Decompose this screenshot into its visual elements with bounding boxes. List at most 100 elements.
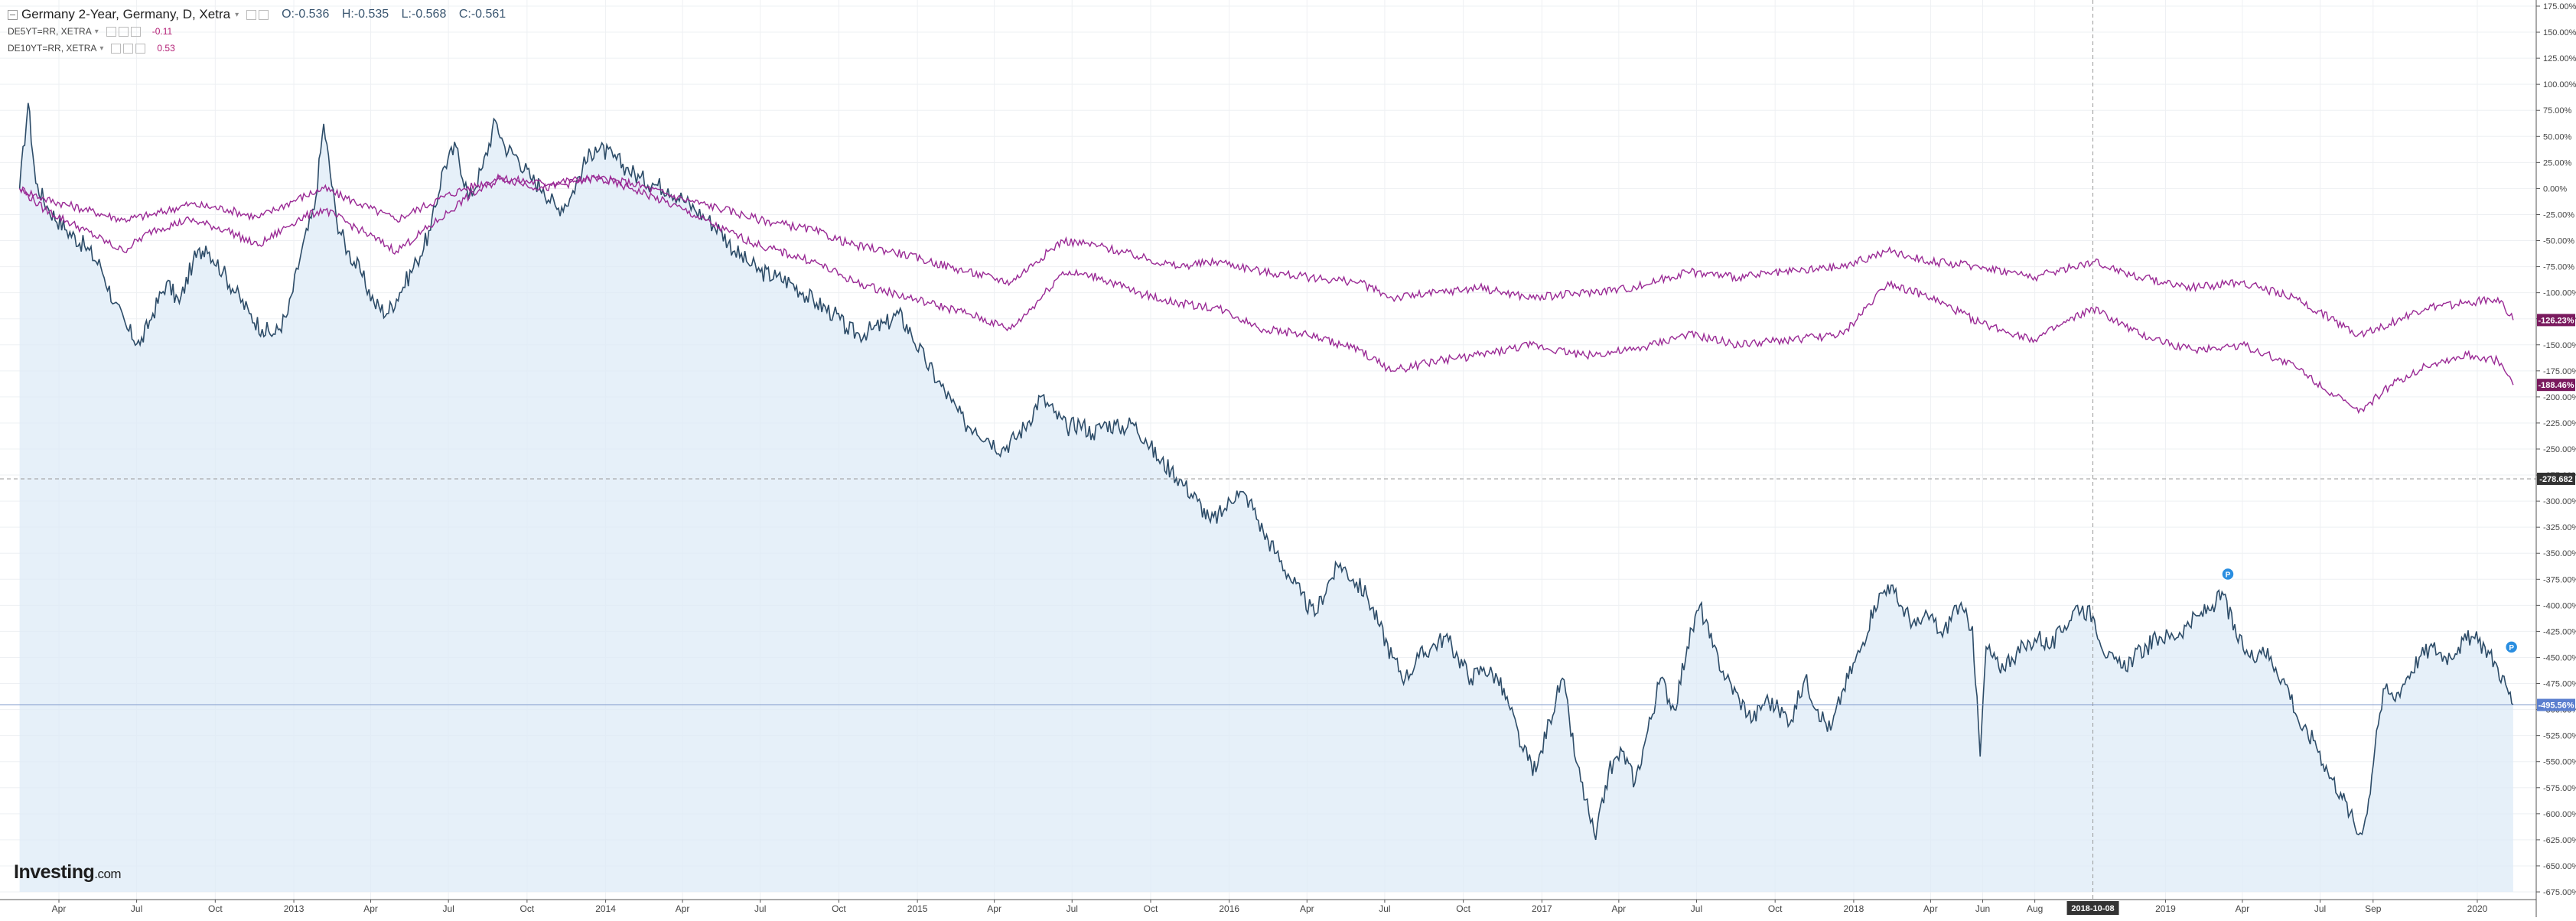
x-tick-label: Oct: [520, 903, 535, 914]
chart-legend: Germany 2-Year, Germany, D, Xetra ▾ O:-0…: [8, 6, 515, 57]
y-tick-label: 125.00%: [2543, 54, 2576, 63]
chevron-down-icon[interactable]: ▾: [235, 10, 239, 19]
settings-icon[interactable]: [118, 26, 129, 37]
crosshair-x-badge: 2018-10-08: [2071, 904, 2114, 913]
main-series-area: [19, 103, 2513, 893]
x-tick-label: Sep: [2365, 903, 2382, 914]
close-icon[interactable]: [135, 43, 146, 54]
brand-logo[interactable]: Investing.com: [14, 861, 122, 884]
x-tick-label: Apr: [52, 903, 67, 914]
x-tick-label: 2013: [284, 903, 304, 914]
y-tick-label: -400.00%: [2543, 601, 2576, 610]
series-line-2[interactable]: [19, 174, 2514, 415]
x-tick-label: Oct: [208, 903, 223, 914]
y-tick-label: -100.00%: [2543, 289, 2576, 298]
last-value-badge-2: -188.46%: [2538, 381, 2574, 390]
ohlc-open: O:-0.536: [282, 8, 330, 21]
chart-title: Germany 2-Year, Germany, D, Xetra: [21, 7, 231, 21]
x-tick-label: Jul: [1691, 903, 1702, 914]
last-value-badge-0-bg: [2537, 698, 2575, 711]
y-tick-label: -550.00%: [2543, 758, 2576, 767]
y-tick-label: 25.00%: [2543, 158, 2572, 168]
x-tick-label: Apr: [987, 903, 1001, 914]
x-tick-label: 2015: [907, 903, 928, 914]
x-tick-label: Oct: [1768, 903, 1783, 914]
legend-series-row: DE5YT=RR, XETRA ▾ -0.11: [8, 23, 515, 40]
chevron-down-icon[interactable]: ▾: [99, 44, 104, 53]
y-tick-label: -300.00%: [2543, 497, 2576, 506]
y-tick-label: -450.00%: [2543, 653, 2576, 662]
x-tick-label: 2019: [2155, 903, 2176, 914]
crosshair-y-badge: -278.682: [2539, 475, 2572, 484]
x-tick-label: 2018: [1844, 903, 1864, 914]
y-tick-label: 150.00%: [2543, 28, 2576, 37]
x-tick-label: Apr: [363, 903, 378, 914]
crosshair-y-badge-bg: [2537, 472, 2575, 485]
y-tick-label: -75.00%: [2543, 263, 2574, 272]
event-marker-glyph: P: [2226, 571, 2231, 579]
settings-icon[interactable]: [246, 9, 257, 20]
x-tick-label: Jul: [442, 903, 454, 914]
series-line-1[interactable]: [18, 173, 2514, 338]
x-tick-label: Apr: [1300, 903, 1314, 914]
y-tick-label: -325.00%: [2543, 523, 2576, 532]
y-tick-label: -425.00%: [2543, 627, 2576, 636]
y-tick-label: -375.00%: [2543, 575, 2576, 584]
x-tick-label: Jun: [1975, 903, 1990, 914]
x-tick-label: 2017: [1532, 903, 1552, 914]
y-tick-label: -200.00%: [2543, 393, 2576, 402]
series-value: 0.53: [157, 43, 175, 54]
x-tick-label: Oct: [832, 903, 846, 914]
ohlc-low: L:-0.568: [401, 8, 447, 21]
series-symbol: DE10YT=RR, XETRA: [8, 43, 97, 54]
y-tick-label: 100.00%: [2543, 80, 2576, 89]
y-tick-label: -50.00%: [2543, 237, 2574, 246]
legend-main-row: Germany 2-Year, Germany, D, Xetra ▾ O:-0…: [8, 6, 515, 23]
ohlc-high: H:-0.535: [341, 8, 389, 21]
ohlc-values: O:-0.536 H:-0.535 L:-0.568 C:-0.561: [282, 8, 515, 21]
x-tick-label: 2016: [1219, 903, 1239, 914]
x-tick-label: Jul: [1379, 903, 1390, 914]
y-tick-label: -650.00%: [2543, 862, 2576, 871]
y-tick-label: -600.00%: [2543, 810, 2576, 819]
close-icon[interactable]: [130, 26, 141, 37]
hide-icon[interactable]: [106, 26, 116, 37]
y-tick-label: -150.00%: [2543, 341, 2576, 350]
x-tick-label: Apr: [676, 903, 690, 914]
x-tick-label: Jul: [2314, 903, 2326, 914]
legend-series-row: DE10YT=RR, XETRA ▾ 0.53: [8, 40, 515, 57]
y-tick-label: -225.00%: [2543, 419, 2576, 428]
y-tick-label: 175.00%: [2543, 2, 2576, 11]
collapse-legend-icon[interactable]: [8, 9, 18, 20]
brand-suffix: .com: [94, 867, 122, 881]
x-tick-label: Aug: [2027, 903, 2043, 914]
series-value: -0.11: [151, 26, 173, 37]
hide-icon[interactable]: [259, 9, 269, 20]
settings-icon[interactable]: [123, 43, 134, 54]
y-tick-label: -350.00%: [2543, 549, 2576, 558]
y-tick-label: 75.00%: [2543, 106, 2572, 116]
hide-icon[interactable]: [111, 43, 122, 54]
event-marker-glyph: P: [2509, 644, 2514, 653]
event-marker-icon[interactable]: [2504, 640, 2519, 654]
y-tick-label: -250.00%: [2543, 445, 2576, 454]
last-value-badge-1-bg: [2537, 314, 2575, 327]
y-tick-label: -575.00%: [2543, 784, 2576, 793]
series-line-0[interactable]: [18, 103, 2514, 841]
x-tick-label: 2014: [595, 903, 616, 914]
x-tick-label: Jul: [1067, 903, 1078, 914]
last-value-badge-2-bg: [2537, 379, 2575, 392]
y-tick-label: 50.00%: [2543, 132, 2572, 142]
y-tick-label: -675.00%: [2543, 888, 2576, 897]
chevron-down-icon[interactable]: ▾: [94, 27, 99, 36]
y-tick-label: -475.00%: [2543, 680, 2576, 689]
event-marker-icon[interactable]: [2221, 567, 2235, 581]
y-tick-label: -525.00%: [2543, 732, 2576, 741]
y-tick-label: -625.00%: [2543, 836, 2576, 845]
last-value-badge-0: -495.56%: [2538, 701, 2574, 711]
y-tick-label: -175.00%: [2543, 367, 2576, 376]
crosshair-x-badge-bg: [2066, 901, 2119, 915]
x-tick-label: Jul: [754, 903, 766, 914]
